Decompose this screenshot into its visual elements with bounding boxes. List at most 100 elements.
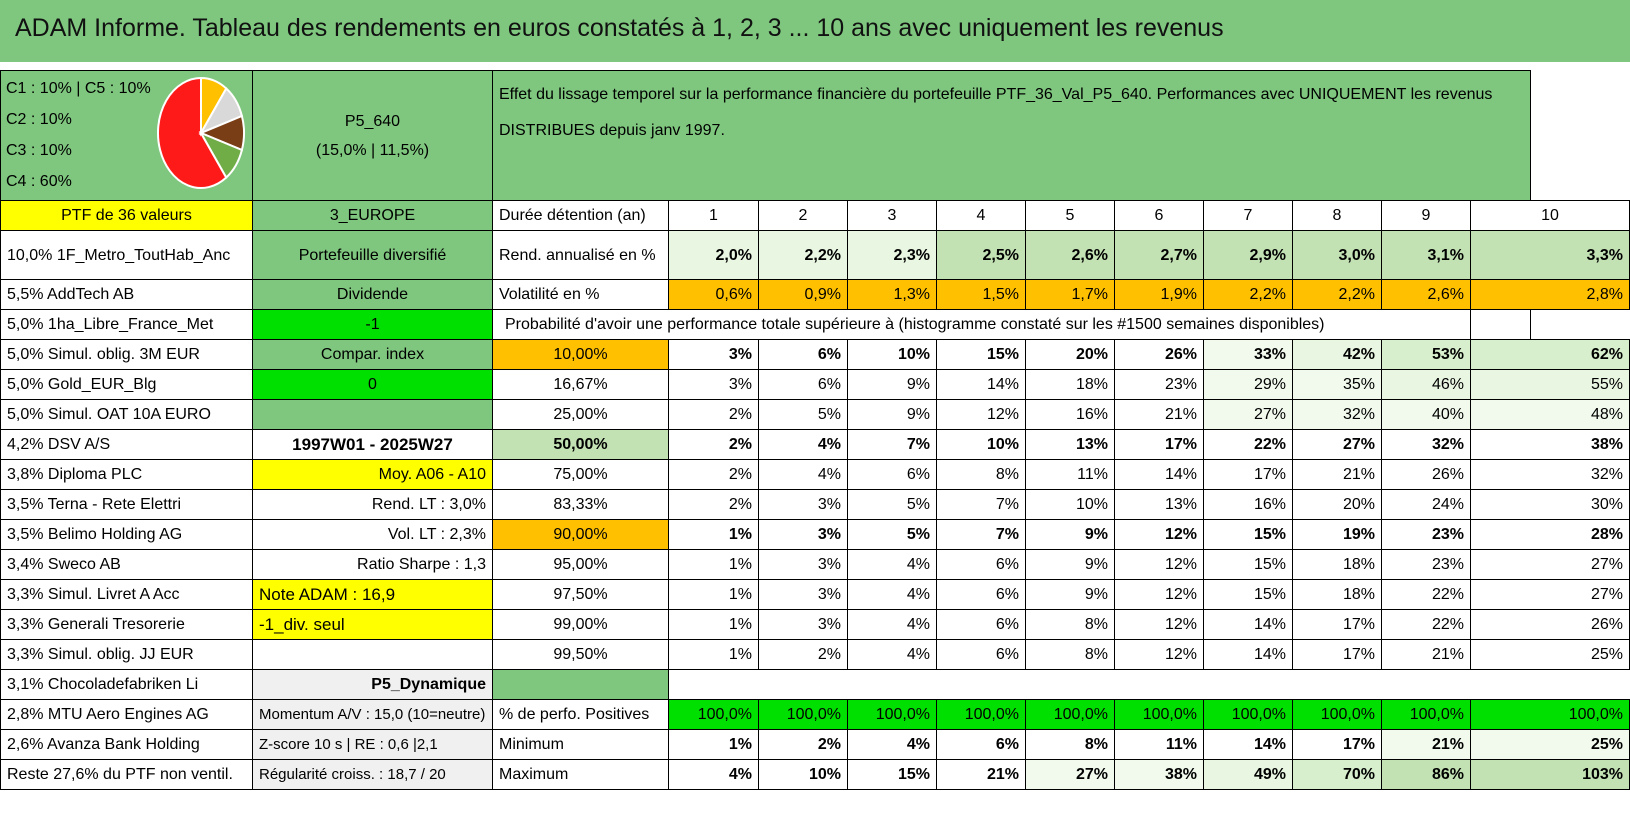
year-header: 9 <box>1381 200 1471 231</box>
year-header: 1 <box>668 200 759 231</box>
probability-value: 3% <box>758 519 848 550</box>
probability-value: 1% <box>668 609 759 640</box>
probability-value: 16% <box>1203 489 1293 520</box>
minimum-value: 1% <box>668 729 759 760</box>
region: 3_EUROPE <box>252 200 493 231</box>
probability-value: 17% <box>1292 639 1382 670</box>
probability-value: 7% <box>936 519 1026 550</box>
probability-value: 25% <box>1470 639 1630 670</box>
year-header: 6 <box>1114 200 1204 231</box>
probability-value: 10% <box>1025 489 1115 520</box>
probability-value: 4% <box>847 639 937 670</box>
empty-cell <box>492 669 669 700</box>
probability-value: 15% <box>1203 549 1293 580</box>
holding-row: 4,2% DSV A/S <box>0 429 253 460</box>
probability-value: 8% <box>936 459 1026 490</box>
probability-value: 3% <box>758 609 848 640</box>
pie-slice-c3 <box>198 130 244 180</box>
probability-value: 22% <box>1381 609 1471 640</box>
probability-value: 14% <box>1203 639 1293 670</box>
probability-level: 10,00% <box>492 339 669 370</box>
probability-value: 23% <box>1381 549 1471 580</box>
return-value: 2,0% <box>668 230 759 280</box>
minimum-value: 4% <box>847 729 937 760</box>
probability-value: 3% <box>668 339 759 370</box>
probability-value: 15% <box>936 339 1026 370</box>
pie-slice-c4 <box>157 76 228 189</box>
probability-value: 62% <box>1470 339 1630 370</box>
info-cell: Compar. index <box>252 339 493 370</box>
allocation-pie-chart <box>157 76 245 189</box>
probability-value: 2% <box>668 429 759 460</box>
probability-value: 18% <box>1292 579 1382 610</box>
probability-value: 21% <box>1114 399 1204 430</box>
probability-value: 13% <box>1114 489 1204 520</box>
volatility-value: 2,2% <box>1203 279 1293 310</box>
holding-row: Reste 27,6% du PTF non ventil. <box>0 759 253 790</box>
probability-value: 12% <box>936 399 1026 430</box>
holdings-header: PTF de 36 valeurs <box>0 200 253 231</box>
info-cell: Régularité croiss. : 18,7 / 20 <box>252 759 493 790</box>
year-header: 8 <box>1292 200 1382 231</box>
return-value: 2,6% <box>1025 230 1115 280</box>
probability-level: 99,00% <box>492 609 669 640</box>
minimum-value: 2% <box>758 729 848 760</box>
probability-value: 7% <box>847 429 937 460</box>
positive-value: 100,0% <box>1114 699 1204 730</box>
probability-value: 3% <box>758 489 848 520</box>
return-value: 2,9% <box>1203 230 1293 280</box>
probability-value: 4% <box>758 459 848 490</box>
maximum-value: 4% <box>668 759 759 790</box>
allocation-list: C1 : 10% | C5 : 10% C2 : 10% C3 : 10% C4… <box>6 73 151 197</box>
returns-table: C1 : 10% | C5 : 10% C2 : 10% C3 : 10% C4… <box>0 70 1630 790</box>
holding-row: 3,4% Sweco AB <box>0 549 253 580</box>
probability-level: 16,67% <box>492 369 669 400</box>
holding-row: 3,1% Chocoladefabriken Li <box>0 669 253 700</box>
probability-value: 9% <box>1025 579 1115 610</box>
probability-value: 9% <box>847 369 937 400</box>
info-cell: -1 <box>252 309 493 340</box>
duration-label: Durée détention (an) <box>492 200 669 231</box>
info-cell: Ratio Sharpe : 1,3 <box>252 549 493 580</box>
year-header: 5 <box>1025 200 1115 231</box>
probability-value: 30% <box>1470 489 1630 520</box>
probability-value: 12% <box>1114 519 1204 550</box>
year-header: 10 <box>1470 200 1630 231</box>
probability-value: 9% <box>847 399 937 430</box>
probability-level: 90,00% <box>492 519 669 550</box>
probability-value: 10% <box>847 339 937 370</box>
info-cell: -1_div. seul <box>252 609 493 640</box>
maximum-value: 38% <box>1114 759 1204 790</box>
holding-row: 2,6% Avanza Bank Holding <box>0 729 253 760</box>
probability-value: 6% <box>847 459 937 490</box>
probability-level: 50,00% <box>492 429 669 460</box>
holding-row: 3,3% Generali Tresorerie <box>0 609 253 640</box>
probability-value: 48% <box>1470 399 1630 430</box>
separator <box>0 62 1630 70</box>
probability-value: 19% <box>1292 519 1382 550</box>
probability-value: 11% <box>1025 459 1115 490</box>
probability-level: 99,50% <box>492 639 669 670</box>
probability-value: 22% <box>1203 429 1293 460</box>
probability-value: 4% <box>847 609 937 640</box>
probability-value: 20% <box>1025 339 1115 370</box>
return-value: 2,3% <box>847 230 937 280</box>
probability-level: 83,33% <box>492 489 669 520</box>
probability-value: 3% <box>758 549 848 580</box>
probability-value: 24% <box>1381 489 1471 520</box>
probability-value: 32% <box>1292 399 1382 430</box>
maximum-value: 21% <box>936 759 1026 790</box>
probability-value: 23% <box>1381 519 1471 550</box>
positive-value: 100,0% <box>847 699 937 730</box>
probability-value: 33% <box>1203 339 1293 370</box>
probability-value: 15% <box>1203 519 1293 550</box>
probability-value: 23% <box>1114 369 1204 400</box>
probability-value: 3% <box>668 369 759 400</box>
minimum-value: 11% <box>1114 729 1204 760</box>
probability-value: 32% <box>1381 429 1471 460</box>
probability-value: 6% <box>936 639 1026 670</box>
minimum-value: 17% <box>1292 729 1382 760</box>
maximum-value: 70% <box>1292 759 1382 790</box>
probability-value: 5% <box>847 489 937 520</box>
info-cell: Momentum A/V : 15,0 (10=neutre) <box>252 699 493 730</box>
